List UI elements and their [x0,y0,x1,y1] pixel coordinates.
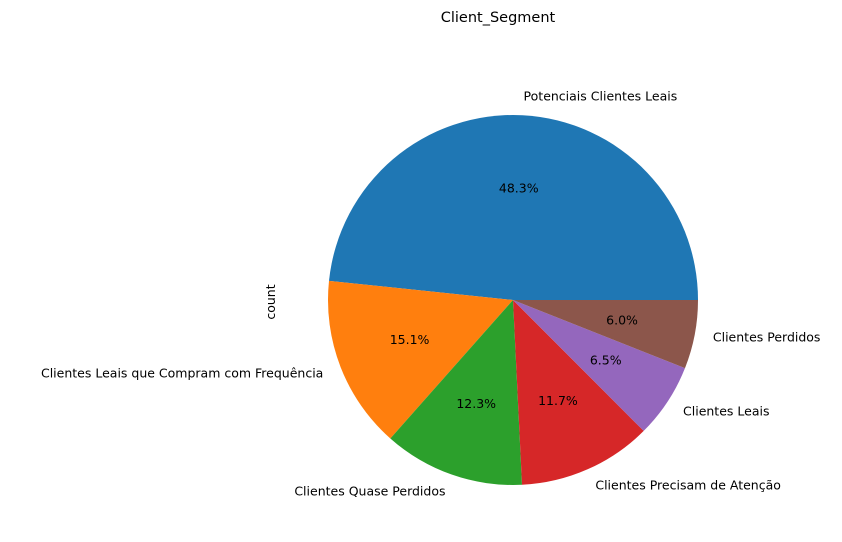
slice-percent-clientes-leais: 6.5% [590,352,622,367]
pie-percent-labels: 48.3% 15.1% 12.3% 11.7% 6.5% 6.0% [390,181,638,412]
y-axis-label: count [263,284,278,319]
slice-label-clientes-perdidos: Clientes Perdidos [713,330,821,345]
pie-slice-clientes-leais-que-compram-com-frequencia [328,280,513,439]
pie-slice-clientes-leais [513,300,685,431]
chart-title: Client_Segment [441,10,556,26]
slice-percent-potenciais-clientes-leais: 48.3% [499,181,539,196]
pie-slice-clientes-quase-perdidos [390,300,523,485]
slice-label-clientes-quase-perdidos: Clientes Quase Perdidos [294,483,445,498]
pie-slice-clientes-perdidos [513,300,698,369]
pie-slice-potenciais-clientes-leais [328,115,698,300]
slice-label-potenciais-clientes-leais: Potenciais Clientes Leais [524,88,678,103]
pie-slices [328,115,698,485]
slice-percent-clientes-precisam-de-atencao: 11.7% [538,393,578,408]
pie-slice-labels: Potenciais Clientes Leais Clientes Leais … [41,88,820,498]
slice-percent-clientes-perdidos: 6.0% [606,312,638,327]
pie-slice-clientes-precisam-de-atencao [513,300,644,485]
slice-label-clientes-leais: Clientes Leais [683,403,769,418]
slice-label-clientes-leais-que-compram-com-frequencia: Clientes Leais que Compram com Frequênci… [41,365,323,380]
slice-percent-clientes-quase-perdidos: 12.3% [456,396,496,411]
slice-percent-clientes-leais-que-compram-com-frequencia: 15.1% [390,332,430,347]
slice-label-clientes-precisam-de-atencao: Clientes Precisam de Atenção [595,478,781,493]
